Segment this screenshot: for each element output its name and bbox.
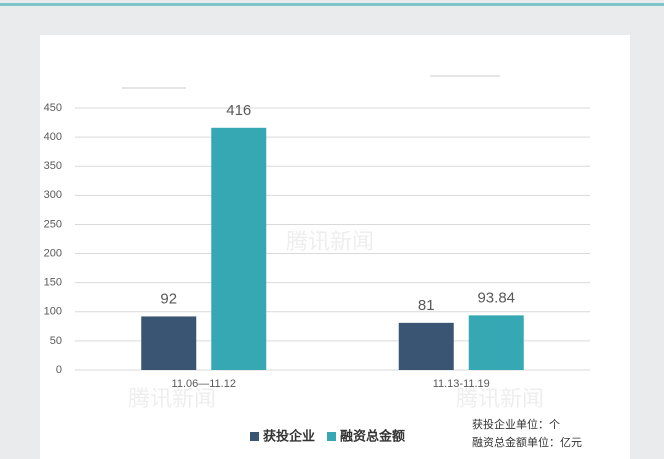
bar (211, 127, 267, 370)
watermark: 腾讯新闻 (456, 386, 544, 411)
y-tick-label: 150 (44, 277, 62, 289)
legend-swatch (327, 432, 337, 441)
y-tick-label: 50 (50, 335, 62, 347)
bar (468, 315, 524, 370)
top-strip (0, 3, 664, 6)
y-tick-label: 450 (44, 102, 62, 114)
x-tick-label: 11.13-11.19 (433, 378, 490, 390)
value-label: 93.84 (477, 289, 515, 306)
chart-panel (40, 35, 630, 459)
y-tick-label: 0 (56, 364, 62, 376)
legend-label: 获投企业 (263, 428, 315, 443)
legend-swatch (250, 432, 259, 441)
value-label: 81 (418, 297, 435, 314)
unit-note: 融资总金额单位：亿元 (472, 435, 582, 449)
y-tick-label: 200 (44, 247, 62, 259)
y-tick-label: 350 (44, 160, 62, 172)
bar (398, 322, 454, 370)
y-tick-label: 250 (44, 218, 62, 230)
x-tick-label: 11.06—11.12 (172, 378, 236, 390)
bar (141, 316, 197, 370)
value-label: 92 (160, 290, 177, 307)
y-tick-label: 300 (44, 189, 62, 201)
watermark: 腾讯新闻 (286, 229, 374, 254)
legend-label: 融资总金额 (340, 428, 405, 443)
watermark: 腾讯新闻 (128, 386, 216, 411)
y-tick-label: 400 (44, 131, 62, 143)
y-tick-label: 100 (44, 306, 62, 318)
unit-note: 获投企业单位：个 (472, 417, 560, 431)
value-label: 416 (226, 102, 251, 119)
